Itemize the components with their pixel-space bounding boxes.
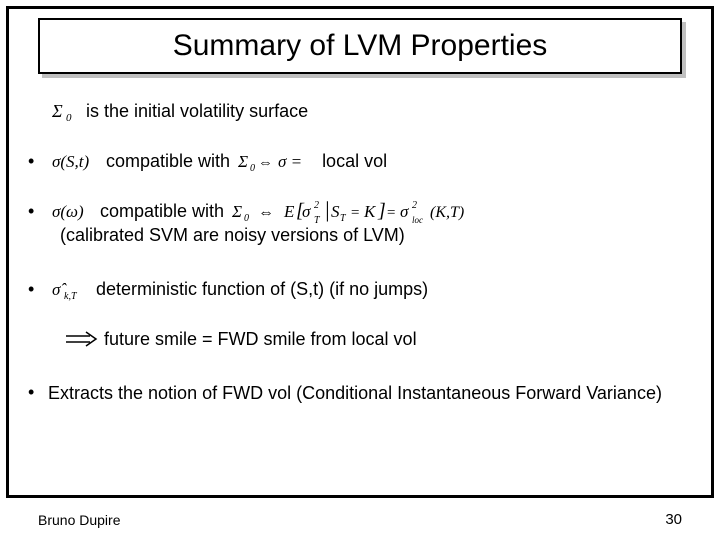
line-2: • σ(S,t) compatible with Σ0⇔ σ = local vo… <box>28 146 692 176</box>
svg-text:0: 0 <box>66 112 72 122</box>
slide-title: Summary of LVM Properties <box>173 29 548 63</box>
svg-text:|: | <box>324 197 330 222</box>
svg-text:⇔: ⇔ <box>258 204 274 221</box>
svg-text:Σ: Σ <box>238 152 248 171</box>
svg-text:Σ: Σ <box>52 101 63 121</box>
svg-text:2: 2 <box>412 200 417 211</box>
svg-text:⇔: ⇔ <box>258 155 273 171</box>
line-2-end: local vol <box>322 151 387 172</box>
svg-text:σ: σ <box>400 202 409 221</box>
svg-text:S: S <box>331 202 340 221</box>
svg-text:loc: loc <box>412 215 423 225</box>
title-box: Summary of LVM Properties <box>38 18 682 74</box>
line-4-text: deterministic function of (S,t) (if no j… <box>96 279 428 300</box>
svg-text:]: ] <box>377 200 386 222</box>
line-5: future smile = FWD smile from local vol <box>58 324 692 354</box>
svg-text:(K,T): (K,T) <box>430 204 464 221</box>
line-6: • Extracts the notion of FWD vol (Condit… <box>28 382 692 412</box>
svg-text:2: 2 <box>314 200 319 211</box>
line-2-mid: compatible with <box>106 151 230 172</box>
bullet: • <box>28 151 48 172</box>
sigma-omega-symbol: σ(ω) <box>52 200 96 222</box>
svg-text:σ =: σ = <box>278 152 302 171</box>
line-3-sub: (calibrated SVM are noisy versions of LV… <box>60 220 692 250</box>
svg-text:k,T: k,T <box>64 291 78 301</box>
line-1: Σ0 is the initial volatility surface <box>28 96 692 126</box>
svg-text:0: 0 <box>250 163 255 172</box>
svg-text:T: T <box>314 215 321 225</box>
line-4: • σ̂k,T deterministic function of (S,t) … <box>28 274 692 304</box>
line-3-sub-text: (calibrated SVM are noisy versions of LV… <box>60 225 405 246</box>
svg-text:K: K <box>363 202 377 221</box>
svg-text:T: T <box>340 213 347 224</box>
svg-text:=: = <box>386 205 396 221</box>
sigma-zero-symbol: Σ0 <box>52 100 82 122</box>
expectation-formula: Σ0 ⇔ E [ σ 2 T | S T = K ] = σ 2 loc (K,… <box>232 197 532 225</box>
line-3-mid: compatible with <box>100 201 224 222</box>
svg-text:E: E <box>283 202 295 221</box>
implies-symbol <box>62 328 100 350</box>
svg-text:σ: σ <box>302 202 311 221</box>
footer-page: 30 <box>665 511 682 528</box>
svg-text:0: 0 <box>244 213 249 224</box>
sigma-st-symbol: σ(S,t) <box>52 150 102 172</box>
svg-text:σ(S,t): σ(S,t) <box>52 152 90 171</box>
content-area: Σ0 is the initial volatility surface • σ… <box>28 96 692 432</box>
sigma-iff-symbol: Σ0⇔ σ = <box>238 150 318 172</box>
line-6-text: Extracts the notion of FWD vol (Conditio… <box>48 382 662 405</box>
line-5-text: future smile = FWD smile from local vol <box>104 329 417 350</box>
svg-text:Σ: Σ <box>232 202 242 221</box>
svg-text:=: = <box>350 205 360 221</box>
sigma-hat-symbol: σ̂k,T <box>52 278 92 300</box>
footer-author: Bruno Dupire <box>38 512 121 528</box>
svg-text:σ(ω): σ(ω) <box>52 202 84 221</box>
bullet: • <box>28 382 48 403</box>
bullet: • <box>28 279 48 300</box>
line-1-text: is the initial volatility surface <box>86 101 308 122</box>
bullet: • <box>28 201 48 222</box>
